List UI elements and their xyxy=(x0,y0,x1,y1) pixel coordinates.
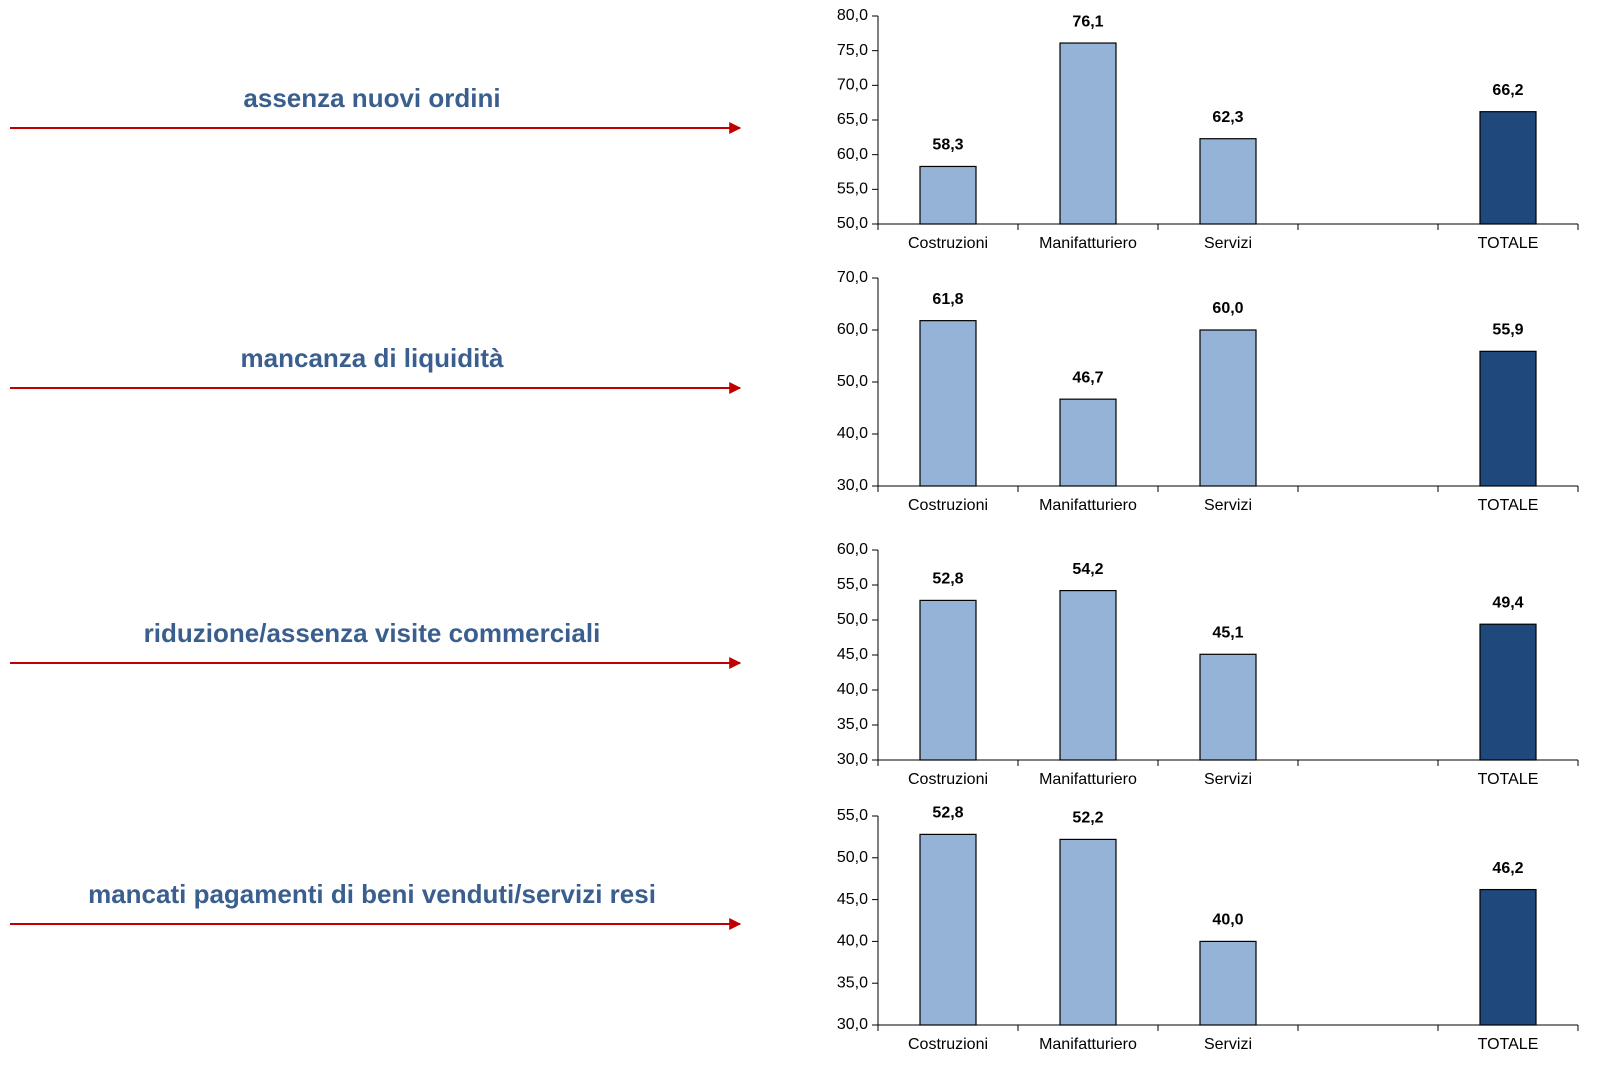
bar xyxy=(1479,623,1537,761)
bar xyxy=(1199,940,1257,1026)
y-tick-label: 65,0 xyxy=(837,111,868,128)
annotation: mancati pagamenti di beni venduti/serviz… xyxy=(88,879,656,909)
bar xyxy=(1059,398,1117,487)
x-tick-label: TOTALE xyxy=(1478,235,1539,252)
bar xyxy=(1059,589,1117,761)
x-tick-label: TOTALE xyxy=(1478,1036,1539,1053)
bar xyxy=(1479,350,1537,487)
value-label: 54,2 xyxy=(1072,561,1103,578)
value-label: 40,0 xyxy=(1212,912,1243,929)
value-label: 66,2 xyxy=(1492,82,1523,99)
x-tick-label: Servizi xyxy=(1204,235,1252,252)
y-tick-label: 30,0 xyxy=(837,477,868,494)
bar xyxy=(919,320,977,487)
x-tick-label: Manifatturiero xyxy=(1039,1036,1137,1053)
x-tick-label: Costruzioni xyxy=(908,497,988,514)
bar xyxy=(1199,653,1257,761)
y-tick-label: 50,0 xyxy=(837,215,868,232)
value-label: 52,8 xyxy=(932,571,963,588)
annotation: mancanza di liquidità xyxy=(241,343,504,373)
x-tick-label: TOTALE xyxy=(1478,771,1539,788)
y-tick-label: 55,0 xyxy=(837,576,868,593)
y-tick-label: 35,0 xyxy=(837,716,868,733)
x-tick-label: Costruzioni xyxy=(908,235,988,252)
y-tick-label: 60,0 xyxy=(837,146,868,163)
y-tick-label: 40,0 xyxy=(837,681,868,698)
y-tick-label: 50,0 xyxy=(837,849,868,866)
x-tick-label: Servizi xyxy=(1204,771,1252,788)
y-tick-label: 80,0 xyxy=(837,7,868,24)
y-tick-label: 55,0 xyxy=(837,181,868,198)
value-label: 52,8 xyxy=(932,805,963,822)
y-tick-label: 35,0 xyxy=(837,974,868,991)
bar xyxy=(1059,838,1117,1026)
y-tick-label: 50,0 xyxy=(837,611,868,628)
value-label: 55,9 xyxy=(1492,322,1523,339)
y-tick-label: 40,0 xyxy=(837,425,868,442)
x-tick-label: TOTALE xyxy=(1478,497,1539,514)
y-tick-label: 70,0 xyxy=(837,269,868,286)
bar xyxy=(1059,42,1117,225)
bar xyxy=(1199,138,1257,225)
x-tick-label: Manifatturiero xyxy=(1039,497,1137,514)
value-label: 61,8 xyxy=(932,291,963,308)
value-label: 49,4 xyxy=(1492,594,1523,611)
value-label: 46,2 xyxy=(1492,860,1523,877)
bar xyxy=(919,833,977,1026)
x-tick-label: Manifatturiero xyxy=(1039,235,1137,252)
y-tick-label: 75,0 xyxy=(837,42,868,59)
bar xyxy=(919,165,977,225)
y-tick-label: 45,0 xyxy=(837,646,868,663)
x-tick-label: Servizi xyxy=(1204,1036,1252,1053)
y-tick-label: 45,0 xyxy=(837,891,868,908)
y-tick-label: 50,0 xyxy=(837,373,868,390)
y-tick-label: 60,0 xyxy=(837,321,868,338)
value-label: 46,7 xyxy=(1072,369,1103,386)
x-tick-label: Costruzioni xyxy=(908,771,988,788)
y-tick-label: 30,0 xyxy=(837,751,868,768)
bar xyxy=(1199,329,1257,487)
annotation: riduzione/assenza visite commerciali xyxy=(144,618,601,648)
bar xyxy=(1479,111,1537,225)
value-label: 62,3 xyxy=(1212,109,1243,126)
x-tick-label: Manifatturiero xyxy=(1039,771,1137,788)
annotation: assenza nuovi ordini xyxy=(243,83,500,113)
x-tick-label: Costruzioni xyxy=(908,1036,988,1053)
x-tick-label: Servizi xyxy=(1204,497,1252,514)
y-tick-label: 70,0 xyxy=(837,77,868,94)
y-tick-label: 30,0 xyxy=(837,1016,868,1033)
value-label: 45,1 xyxy=(1212,625,1243,642)
value-label: 60,0 xyxy=(1212,300,1243,317)
value-label: 76,1 xyxy=(1072,13,1103,30)
y-tick-label: 55,0 xyxy=(837,807,868,824)
bar xyxy=(1479,888,1537,1026)
bar xyxy=(919,599,977,761)
value-label: 58,3 xyxy=(932,137,963,154)
y-tick-label: 40,0 xyxy=(837,933,868,950)
y-tick-label: 60,0 xyxy=(837,541,868,558)
value-label: 52,2 xyxy=(1072,810,1103,827)
